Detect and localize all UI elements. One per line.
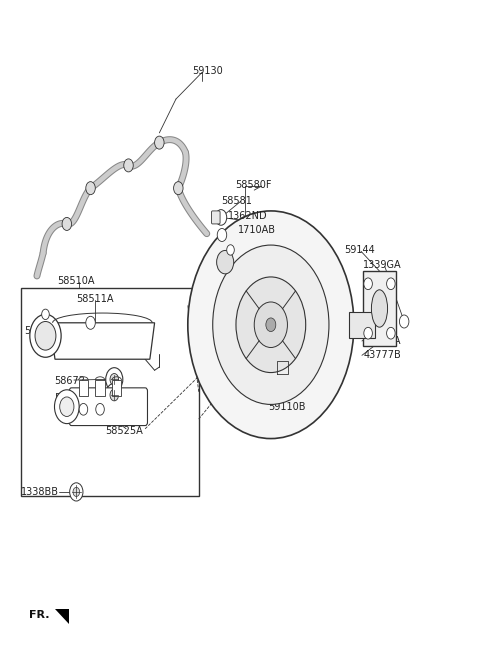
Circle shape bbox=[30, 314, 61, 358]
Text: 59110B: 59110B bbox=[268, 402, 306, 413]
Text: 58511A: 58511A bbox=[76, 294, 114, 304]
Polygon shape bbox=[55, 609, 69, 624]
Circle shape bbox=[79, 403, 88, 415]
Circle shape bbox=[106, 367, 123, 391]
Circle shape bbox=[227, 245, 234, 255]
Text: 1710AB: 1710AB bbox=[238, 226, 276, 236]
Text: 58580F: 58580F bbox=[235, 180, 272, 190]
Circle shape bbox=[124, 159, 133, 172]
Circle shape bbox=[216, 210, 227, 225]
Ellipse shape bbox=[372, 290, 387, 327]
Circle shape bbox=[62, 217, 72, 230]
Circle shape bbox=[86, 316, 96, 329]
Circle shape bbox=[155, 136, 164, 149]
Text: 1339GA: 1339GA bbox=[363, 260, 402, 270]
Circle shape bbox=[213, 245, 329, 405]
Circle shape bbox=[73, 487, 80, 497]
Text: 43779A: 43779A bbox=[363, 336, 401, 346]
Polygon shape bbox=[50, 323, 155, 359]
Text: 1338BB: 1338BB bbox=[21, 487, 59, 497]
Circle shape bbox=[60, 397, 74, 417]
Circle shape bbox=[86, 182, 96, 195]
Circle shape bbox=[174, 182, 183, 195]
Circle shape bbox=[42, 309, 49, 319]
Circle shape bbox=[110, 389, 119, 401]
Text: FR.: FR. bbox=[29, 611, 49, 621]
Circle shape bbox=[266, 318, 276, 331]
Bar bbox=[21, 288, 199, 496]
Bar bbox=[112, 380, 121, 396]
Text: 58510A: 58510A bbox=[57, 276, 95, 286]
Bar bbox=[363, 271, 396, 346]
Circle shape bbox=[188, 211, 354, 439]
Circle shape bbox=[216, 251, 234, 274]
Bar bbox=[96, 380, 105, 396]
Text: 58581: 58581 bbox=[221, 196, 252, 206]
Circle shape bbox=[110, 373, 119, 385]
Circle shape bbox=[386, 278, 395, 289]
Bar bbox=[79, 380, 88, 396]
Text: 58525A: 58525A bbox=[105, 426, 143, 436]
Circle shape bbox=[364, 278, 372, 289]
Text: 58672: 58672 bbox=[54, 377, 85, 386]
FancyBboxPatch shape bbox=[349, 312, 375, 338]
Circle shape bbox=[399, 315, 409, 328]
Circle shape bbox=[236, 277, 306, 373]
FancyBboxPatch shape bbox=[69, 388, 147, 426]
Circle shape bbox=[254, 302, 288, 348]
Circle shape bbox=[386, 327, 395, 339]
Text: 43777B: 43777B bbox=[363, 350, 401, 360]
Circle shape bbox=[35, 321, 56, 350]
Circle shape bbox=[217, 228, 227, 241]
Circle shape bbox=[364, 327, 372, 339]
Text: 58672: 58672 bbox=[54, 393, 85, 403]
Circle shape bbox=[106, 383, 123, 407]
Circle shape bbox=[55, 390, 79, 424]
FancyBboxPatch shape bbox=[212, 211, 220, 224]
Text: 58531A: 58531A bbox=[24, 326, 61, 337]
Text: 59130: 59130 bbox=[192, 66, 223, 76]
Text: 59144: 59144 bbox=[344, 245, 375, 255]
Text: 1362ND: 1362ND bbox=[228, 211, 268, 221]
Circle shape bbox=[70, 483, 83, 501]
Circle shape bbox=[96, 403, 104, 415]
